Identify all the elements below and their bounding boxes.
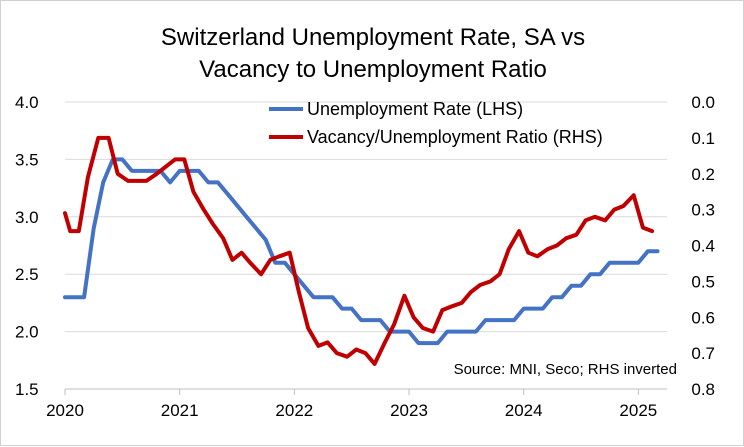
legend-label-unemployment: Unemployment Rate (LHS) bbox=[307, 99, 523, 119]
series-layer bbox=[63, 135, 660, 366]
y-left-tick-label: 2.5 bbox=[15, 265, 39, 284]
y-left-tick-label: 3.5 bbox=[15, 150, 39, 169]
x-tick-label: 2022 bbox=[275, 401, 313, 420]
y-left-tick-label: 1.5 bbox=[15, 380, 39, 399]
axis-layer: 4.0 3.5 3.0 2.5 2.0 1.5 0.0 0.1 0.2 0.3 0.4 0.5 0.6 0… bbox=[15, 93, 715, 420]
chart-title-line-2: Vacancy to Unemployment Ratio bbox=[199, 56, 547, 83]
series-line-ratio bbox=[63, 135, 655, 366]
x-tick-label: 2025 bbox=[619, 401, 657, 420]
y-right-tick-label: 0.1 bbox=[691, 129, 715, 148]
x-tick-label: 2023 bbox=[390, 401, 428, 420]
legend: Unemployment Rate (LHS) Vacancy/Unemploy… bbox=[269, 99, 603, 147]
y-right-tick-label: 0.5 bbox=[691, 272, 715, 291]
chart-title-line-1: Switzerland Unemployment Rate, SA vs bbox=[161, 24, 585, 51]
x-tick-label: 2024 bbox=[505, 401, 543, 420]
series-line-unemployment bbox=[63, 157, 660, 346]
source-note: Source: MNI, Seco; RHS inverted bbox=[454, 361, 677, 378]
y-right-tick-label: 0.7 bbox=[691, 344, 715, 363]
y-right-tick-label: 0.0 bbox=[691, 93, 715, 112]
y-right-tick-label: 0.2 bbox=[691, 165, 715, 184]
y-left-tick-label: 3.0 bbox=[15, 208, 39, 227]
x-tick-label: 2021 bbox=[161, 401, 199, 420]
y-right-tick-label: 0.3 bbox=[691, 201, 715, 220]
y-left-tick-label: 2.0 bbox=[15, 323, 39, 342]
y-right-tick-label: 0.6 bbox=[691, 308, 715, 327]
grid-layer bbox=[65, 101, 667, 333]
legend-label-ratio: Vacancy/Unemployment Ratio (RHS) bbox=[307, 127, 603, 147]
y-right-tick-label: 0.4 bbox=[691, 237, 715, 256]
x-tick-label: 2020 bbox=[46, 401, 84, 420]
y-left-tick-label: 4.0 bbox=[15, 93, 39, 112]
y-right-tick-label: 0.8 bbox=[691, 380, 715, 399]
source-box bbox=[421, 355, 681, 381]
